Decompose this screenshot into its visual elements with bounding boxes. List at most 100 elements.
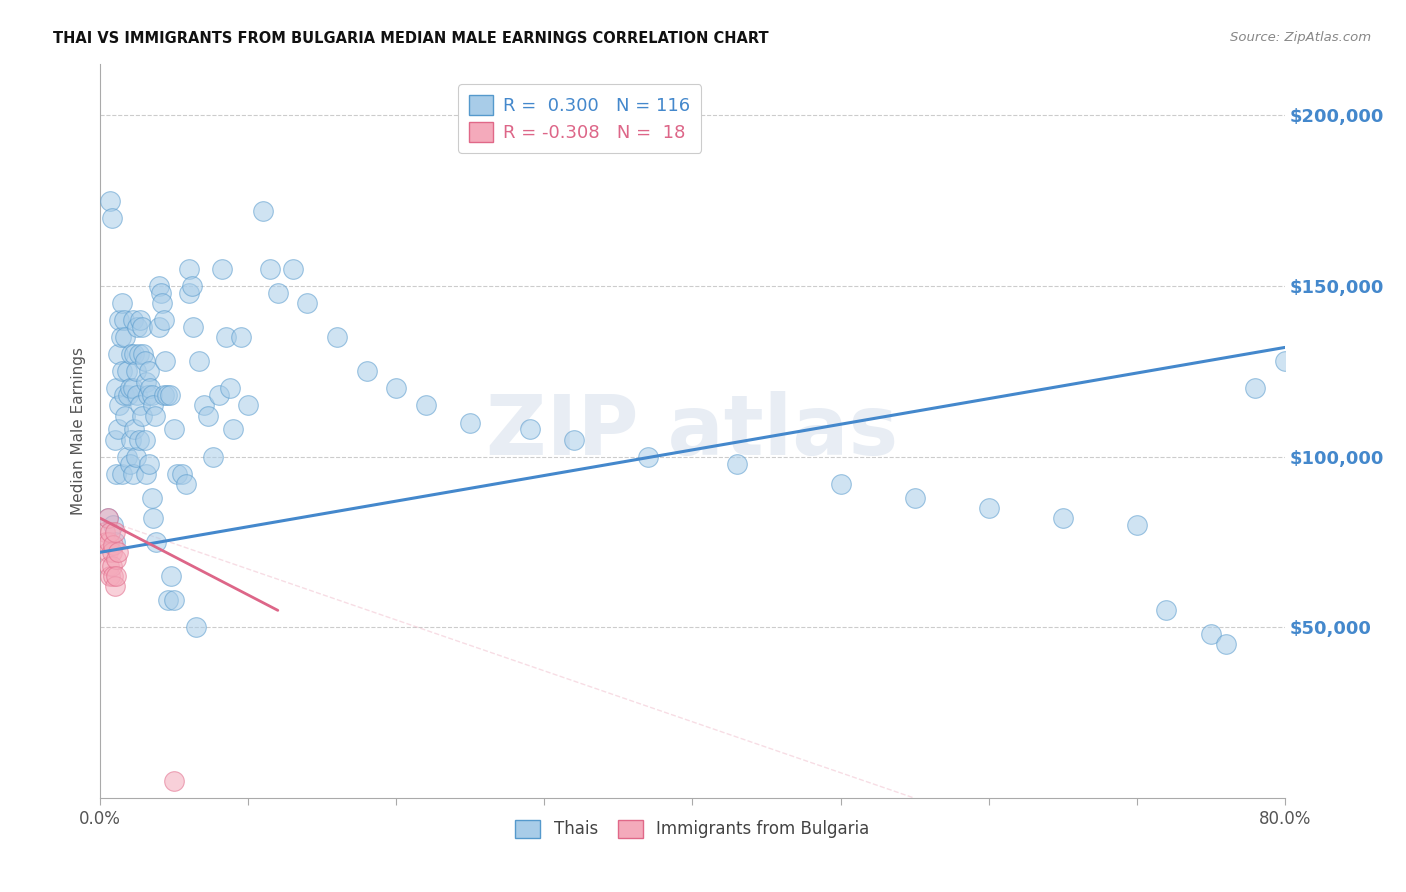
Point (110, 330, 132, 344)
Point (107, 545, 129, 559)
Point (108, 313, 131, 327)
Point (186, 620, 208, 634)
Point (281, 261, 304, 276)
Point (124, 364, 146, 378)
Point (100, 194, 122, 208)
Point (96, 511, 118, 525)
Point (725, 457, 748, 471)
Point (519, 422, 541, 436)
Point (124, 450, 146, 464)
Point (112, 388, 135, 402)
Point (1215, 638, 1237, 652)
Point (111, 296, 134, 310)
Point (134, 433, 156, 447)
Point (98, 558, 121, 573)
Point (136, 388, 159, 402)
Point (96, 545, 118, 559)
Point (132, 347, 155, 361)
Point (131, 320, 153, 334)
Point (111, 467, 134, 481)
Point (117, 388, 139, 402)
Point (141, 491, 163, 505)
Point (141, 388, 163, 402)
Point (562, 433, 585, 447)
Point (127, 320, 149, 334)
Point (122, 422, 145, 436)
Point (229, 330, 252, 344)
Point (193, 399, 215, 413)
Point (156, 388, 179, 402)
Point (94, 535, 117, 549)
Point (104, 433, 127, 447)
Point (122, 347, 145, 361)
Point (112, 313, 135, 327)
Point (259, 261, 281, 276)
Point (207, 388, 229, 402)
Point (148, 279, 170, 293)
Point (105, 467, 128, 481)
Point (1052, 511, 1074, 525)
Point (415, 399, 437, 413)
Point (201, 450, 224, 464)
Point (637, 450, 659, 464)
Point (138, 457, 160, 471)
Point (188, 354, 211, 368)
Point (157, 593, 180, 607)
Point (153, 388, 176, 402)
Point (297, 296, 319, 310)
Legend: Thais, Immigrants from Bulgaria: Thais, Immigrants from Bulgaria (509, 813, 876, 845)
Point (150, 296, 173, 310)
Point (166, 467, 188, 481)
Point (1244, 381, 1267, 395)
Point (104, 579, 127, 593)
Point (128, 347, 150, 361)
Point (129, 399, 152, 413)
Point (107, 347, 129, 361)
Point (356, 364, 378, 378)
Point (128, 433, 150, 447)
Point (1199, 627, 1222, 641)
Point (177, 261, 200, 276)
Point (903, 491, 925, 505)
Point (115, 450, 138, 464)
Point (222, 422, 245, 436)
Point (1125, 518, 1147, 533)
Point (142, 399, 165, 413)
Point (145, 535, 167, 549)
Point (103, 518, 125, 533)
Point (121, 381, 143, 395)
Point (163, 774, 186, 789)
Point (103, 569, 125, 583)
Point (1274, 354, 1296, 368)
Point (155, 354, 177, 368)
Point (139, 381, 162, 395)
Point (219, 381, 242, 395)
Point (120, 347, 142, 361)
Point (131, 409, 153, 423)
Point (104, 524, 127, 539)
Point (105, 569, 128, 583)
Point (159, 388, 181, 402)
Point (121, 313, 143, 327)
Point (183, 320, 205, 334)
Point (160, 569, 183, 583)
Point (460, 416, 482, 430)
Point (153, 313, 176, 327)
Point (101, 545, 124, 559)
Point (163, 422, 186, 436)
Point (115, 364, 138, 378)
Point (238, 399, 260, 413)
Point (100, 524, 122, 539)
Point (120, 433, 142, 447)
Point (100, 569, 122, 583)
Point (107, 422, 129, 436)
Point (142, 511, 165, 525)
Point (977, 500, 1000, 515)
Point (135, 467, 157, 481)
Point (101, 211, 124, 225)
Point (267, 285, 290, 300)
Point (134, 354, 156, 368)
Point (118, 381, 141, 395)
Point (127, 388, 149, 402)
Point (135, 375, 157, 389)
